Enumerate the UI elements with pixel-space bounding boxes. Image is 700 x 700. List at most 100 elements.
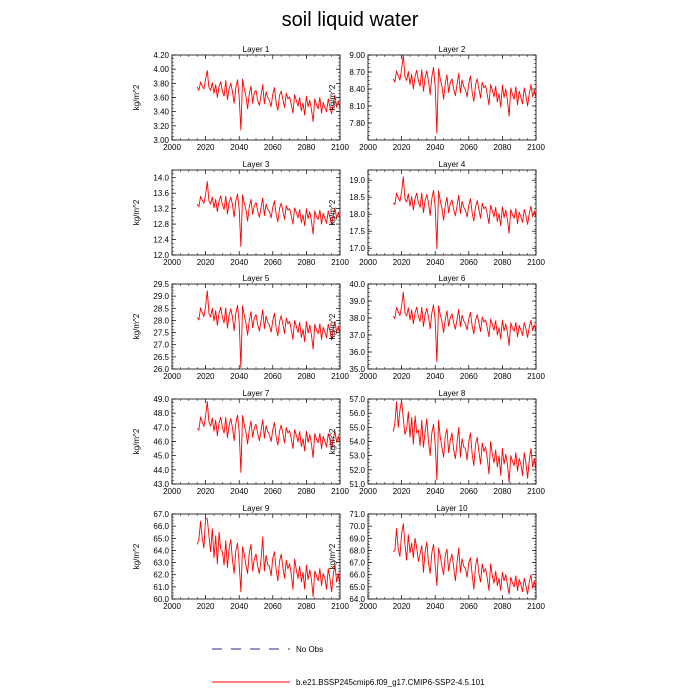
legend-obs-label: No Obs [296,645,323,654]
y-tick-label: 7.80 [349,119,365,128]
plot-frame [367,398,537,485]
series-line [196,70,340,131]
y-tick-label: 39.0 [349,297,365,306]
series-line [196,181,340,247]
x-tick-label: 2000 [163,372,181,381]
y-tick-label: 37.0 [349,331,365,340]
panel-title: Layer 3 [243,160,270,169]
x-tick-label: 2020 [393,143,411,152]
series-line [392,55,536,134]
y-tick-label: 3.40 [153,108,169,117]
y-tick-label: 28.0 [153,316,169,325]
y-tick-label: 12.0 [153,251,169,260]
y-tick-label: 27.0 [153,341,169,350]
y-tick-label: 47.0 [153,423,169,432]
x-tick-label: 2060 [460,143,478,152]
y-tick-label: 63.0 [153,559,169,568]
y-tick-label: 8.10 [349,102,365,111]
y-tick-label: 52.0 [349,466,365,475]
y-tick-label: 66.0 [153,522,169,531]
x-tick-label: 2040 [230,372,248,381]
y-tick-label: 61.0 [153,583,169,592]
y-tick-label: 17.0 [349,244,365,253]
plot-frame [171,54,341,141]
x-tick-label: 2100 [331,372,349,381]
x-tick-label: 2080 [298,258,316,267]
x-tick-label: 2100 [527,258,545,267]
x-tick-label: 2100 [331,487,349,496]
y-tick-label: 67.0 [153,510,169,519]
y-tick-label: 55.0 [349,423,365,432]
y-tick-label: 45.0 [153,452,169,461]
x-tick-label: 2000 [359,372,377,381]
x-tick-label: 2060 [264,258,282,267]
y-tick-label: 43.0 [153,480,169,489]
series-line [392,523,536,595]
y-tick-label: 64.0 [153,546,169,555]
y-tick-label: 13.6 [153,189,169,198]
series-line [392,291,536,363]
panel-title: Layer 10 [436,504,468,513]
series-line [196,401,340,473]
y-tick-label: 71.0 [349,510,365,519]
x-tick-label: 2000 [359,487,377,496]
panel-layer-9: Layer 9 kg/m^2 2000 2020 2040 2060 2080 2100 60.… [132,504,349,611]
x-tick-label: 2000 [359,602,377,611]
y-tick-label: 67.0 [349,559,365,568]
y-axis-label: kg/m^2 [328,84,337,110]
x-tick-label: 2100 [527,143,545,152]
x-tick-label: 2040 [230,258,248,267]
y-tick-label: 27.5 [153,329,169,338]
y-tick-label: 62.0 [153,571,169,580]
y-axis-label: kg/m^2 [132,313,141,339]
y-tick-label: 69.0 [349,534,365,543]
x-tick-label: 2080 [298,143,316,152]
panel-title: Layer 1 [243,45,270,54]
x-tick-label: 2100 [527,487,545,496]
y-tick-label: 64.0 [349,595,365,604]
x-tick-label: 2020 [393,372,411,381]
y-axis-label: kg/m^2 [132,199,141,225]
x-tick-label: 2080 [298,602,316,611]
legend: No Obs b.e21.BSSP245cmip6.f09_g17.CMIP6-… [212,645,485,687]
y-tick-label: 36.0 [349,348,365,357]
y-tick-label: 9.00 [349,51,365,60]
y-axis-label: kg/m^2 [132,428,141,454]
panel-layer-2: Layer 2 kg/m^2 2000 2020 2040 2060 2080 2100 7.8… [328,45,545,152]
panel-grid: Layer 1 kg/m^2 2000 2020 2040 2060 2080 2100 3.0… [132,45,545,611]
x-tick-label: 2020 [197,258,215,267]
x-tick-label: 2000 [359,143,377,152]
x-tick-label: 2060 [264,372,282,381]
y-tick-label: 53.0 [349,452,365,461]
y-axis-label: kg/m^2 [132,543,141,569]
y-tick-label: 57.0 [349,395,365,404]
x-tick-label: 2020 [393,602,411,611]
y-tick-label: 66.0 [349,571,365,580]
panel-title: Layer 8 [439,389,466,398]
y-tick-label: 4.00 [153,65,169,74]
x-tick-label: 2060 [460,372,478,381]
y-tick-label: 19.0 [349,176,365,185]
x-tick-label: 2020 [393,487,411,496]
x-tick-label: 2080 [298,372,316,381]
panel-layer-7: Layer 7 kg/m^2 2000 2020 2040 2060 2080 2100 43.… [132,389,349,496]
panel-layer-1: Layer 1 kg/m^2 2000 2020 2040 2060 2080 2100 3.0… [132,45,349,152]
y-tick-label: 18.0 [349,210,365,219]
x-tick-label: 2100 [331,602,349,611]
panel-title: Layer 5 [243,274,270,283]
panel-title: Layer 9 [243,504,270,513]
x-tick-label: 2080 [494,372,512,381]
x-tick-label: 2020 [393,258,411,267]
y-tick-label: 48.0 [153,409,169,418]
y-tick-label: 29.5 [153,280,169,289]
y-tick-label: 54.0 [349,438,365,447]
x-tick-label: 2040 [230,143,248,152]
x-tick-label: 2000 [163,143,181,152]
y-tick-label: 35.0 [349,365,365,374]
panel-title: Layer 4 [439,160,466,169]
y-tick-label: 49.0 [153,395,169,404]
y-tick-label: 40.0 [349,280,365,289]
